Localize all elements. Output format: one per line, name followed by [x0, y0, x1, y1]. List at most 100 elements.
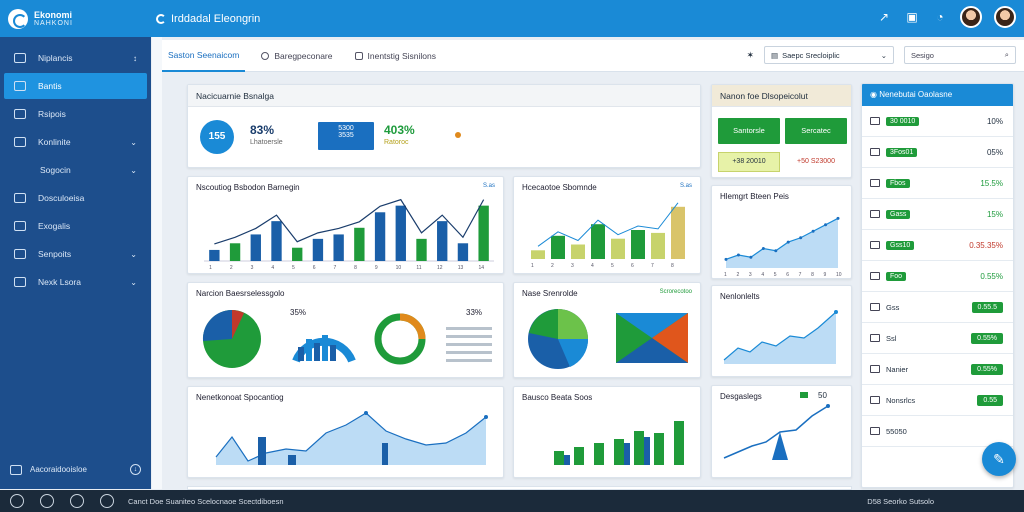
sidebar-item-exogalis[interactable]: Exogalis [4, 213, 147, 239]
donut-chart [374, 313, 426, 365]
item-label: 55050 [886, 426, 907, 436]
copyright-icon[interactable] [70, 494, 84, 508]
chevron-down-icon: ⌄ [130, 165, 137, 175]
list-item[interactable]: 55050 [862, 416, 1013, 447]
share-icon[interactable]: ↗ [878, 10, 890, 24]
link-icon[interactable] [40, 494, 54, 508]
sidebar-item-label: Rsipois [38, 109, 66, 119]
star-icon[interactable]: ✶ [746, 49, 754, 60]
search-input[interactable]: Sesigo ⌕ [904, 46, 1016, 64]
page-title: Irddadal Eleongrin [156, 13, 260, 25]
item-label: Nanier [886, 364, 909, 374]
list-item[interactable]: Nanier 0.55% [862, 354, 1013, 385]
avatar-secondary[interactable] [994, 6, 1016, 28]
sidebar-item-bantis[interactable]: Bantis [4, 73, 147, 99]
list-item[interactable]: Ssl 0.55% [862, 323, 1013, 354]
kpi-pct2-sub: Ratoroc [384, 139, 409, 146]
footer-links[interactable]: Canct Doe Suaniteo Scelocnaoe Scectdiboe… [128, 496, 284, 506]
chart-title: Narcion Baesrselessgolo [196, 289, 285, 298]
tick-label: 8 [354, 265, 357, 271]
chart-tag: S.as [482, 183, 495, 189]
tab-inentstig[interactable]: Inentstig Sisnilons [349, 40, 443, 72]
sidebar-item-sogocin[interactable]: Sogocin ⌄ [4, 157, 147, 183]
tab-label: Baregpeconare [274, 50, 333, 61]
list-item[interactable]: 30 0010 10% [862, 106, 1013, 137]
bar [250, 234, 261, 261]
item-icon [870, 427, 880, 435]
kpi-pct1-sub: Lhatoersle [250, 139, 283, 146]
list-item[interactable]: Gss10 0.35.35% [862, 230, 1013, 261]
bar [292, 247, 303, 261]
logo-title: Ekonomi [34, 10, 73, 20]
tick-label: 3 [571, 263, 574, 269]
chevron-down-icon: ⌄ [130, 137, 137, 147]
summary-card: Nanon foe Dlsopeicolut Santorsle Sercate… [711, 84, 852, 178]
clipboard-icon[interactable]: ▣ [906, 10, 918, 24]
avatar[interactable] [960, 6, 982, 28]
list-item[interactable]: Gass 15% [862, 199, 1013, 230]
sidebar-item-senpoits[interactable]: Senpoits ⌄ [4, 241, 147, 267]
pie-chart-2 [528, 309, 589, 369]
tick-label: 5 [611, 263, 614, 269]
tick-label: 10 [396, 265, 402, 271]
sidebar-item-dosculoeisa[interactable]: Dosculoeisa [4, 185, 147, 211]
sidebar-footer[interactable]: Aacoraidooisloe ↓ [10, 464, 141, 475]
info-icon[interactable]: ↓ [130, 464, 141, 475]
tick-label: 7 [651, 263, 654, 269]
filter-select[interactable]: ▤ Saepc Srecloiplic ⌄ [764, 46, 894, 64]
item-icon [870, 303, 880, 311]
refresh-icon[interactable] [100, 494, 114, 508]
right-panel: ◉ Nenebutai Oaolasne 30 0010 10% 3Fos01 05%… [861, 83, 1014, 488]
list-item[interactable]: Fbos 15.5% [862, 168, 1013, 199]
list-item[interactable]: Nonsrlcs 0.55 [862, 385, 1013, 416]
tick-label: 3 [749, 272, 752, 278]
item-label: Gss [886, 302, 900, 312]
kpi-pct1: 83% [250, 123, 275, 137]
bell-icon[interactable]: ◔ [936, 10, 944, 24]
chart-tag: S.as [679, 183, 692, 189]
bar [271, 221, 282, 261]
chart-title: Nenetkonoat Spocantiog [196, 393, 284, 402]
data-point [811, 229, 815, 233]
list-icon: ▤ [771, 50, 779, 60]
line-chart [723, 404, 830, 460]
list-item[interactable]: Foo 0.55% [862, 261, 1013, 292]
tick-label: 8 [811, 272, 814, 278]
calendar-icon [14, 53, 26, 63]
app-logo[interactable]: Ekonomi NAHKONI [0, 8, 152, 29]
mixed-charts: 35% 33% [202, 308, 492, 368]
collapse-strip[interactable] [152, 37, 162, 489]
clock-icon [261, 51, 270, 60]
top-actions: ↗ ▣ ◔ [876, 6, 1016, 28]
sidebar-item-konlinite[interactable]: Konlinite ⌄ [4, 129, 147, 155]
tick-label: 4 [591, 263, 594, 269]
summary-button-2[interactable]: Sercatec [785, 118, 847, 144]
bar [611, 238, 625, 259]
item-icon [870, 365, 880, 373]
facebook-icon[interactable] [10, 494, 24, 508]
item-label: Fbos [886, 178, 910, 188]
sidebar-item-rsipois[interactable]: Rsipois [4, 101, 147, 127]
kpi-count-button[interactable]: 5300 3535 [318, 122, 374, 150]
item-icon [870, 272, 880, 280]
tab-saston[interactable]: Saston Seenaicom [162, 40, 246, 72]
chart-title: Nase Srenrolde [522, 289, 578, 298]
bar [671, 206, 685, 259]
title-icon [156, 13, 166, 24]
tab-bar: Saston Seenaicom Baregpeconare Inentstig… [162, 40, 1024, 72]
chart-title: Nscoutiog Bsbodon Barnegin [196, 183, 300, 192]
report-icon [14, 109, 26, 119]
help-fab-button[interactable]: ✎ [982, 442, 1016, 476]
item-icon [870, 396, 880, 404]
list-item[interactable]: Gss 0.55.5 [862, 292, 1013, 323]
summary-button-1[interactable]: Santorsle [718, 118, 780, 144]
sidebar-item-niplancis[interactable]: Niplancis ↕ [4, 45, 147, 71]
sidebar-item-nexk-lsora[interactable]: Nexk Lsora ⌄ [4, 269, 147, 295]
bar [531, 250, 545, 259]
chart-icon [14, 81, 26, 91]
data-point [824, 223, 828, 227]
list-item[interactable]: 3Fos01 05% [862, 137, 1013, 168]
toolbar: ✶ ▤ Saepc Srecloiplic ⌄ Sesigo ⌕ [746, 46, 1016, 64]
tab-baregpeconare[interactable]: Baregpeconare [255, 40, 338, 72]
